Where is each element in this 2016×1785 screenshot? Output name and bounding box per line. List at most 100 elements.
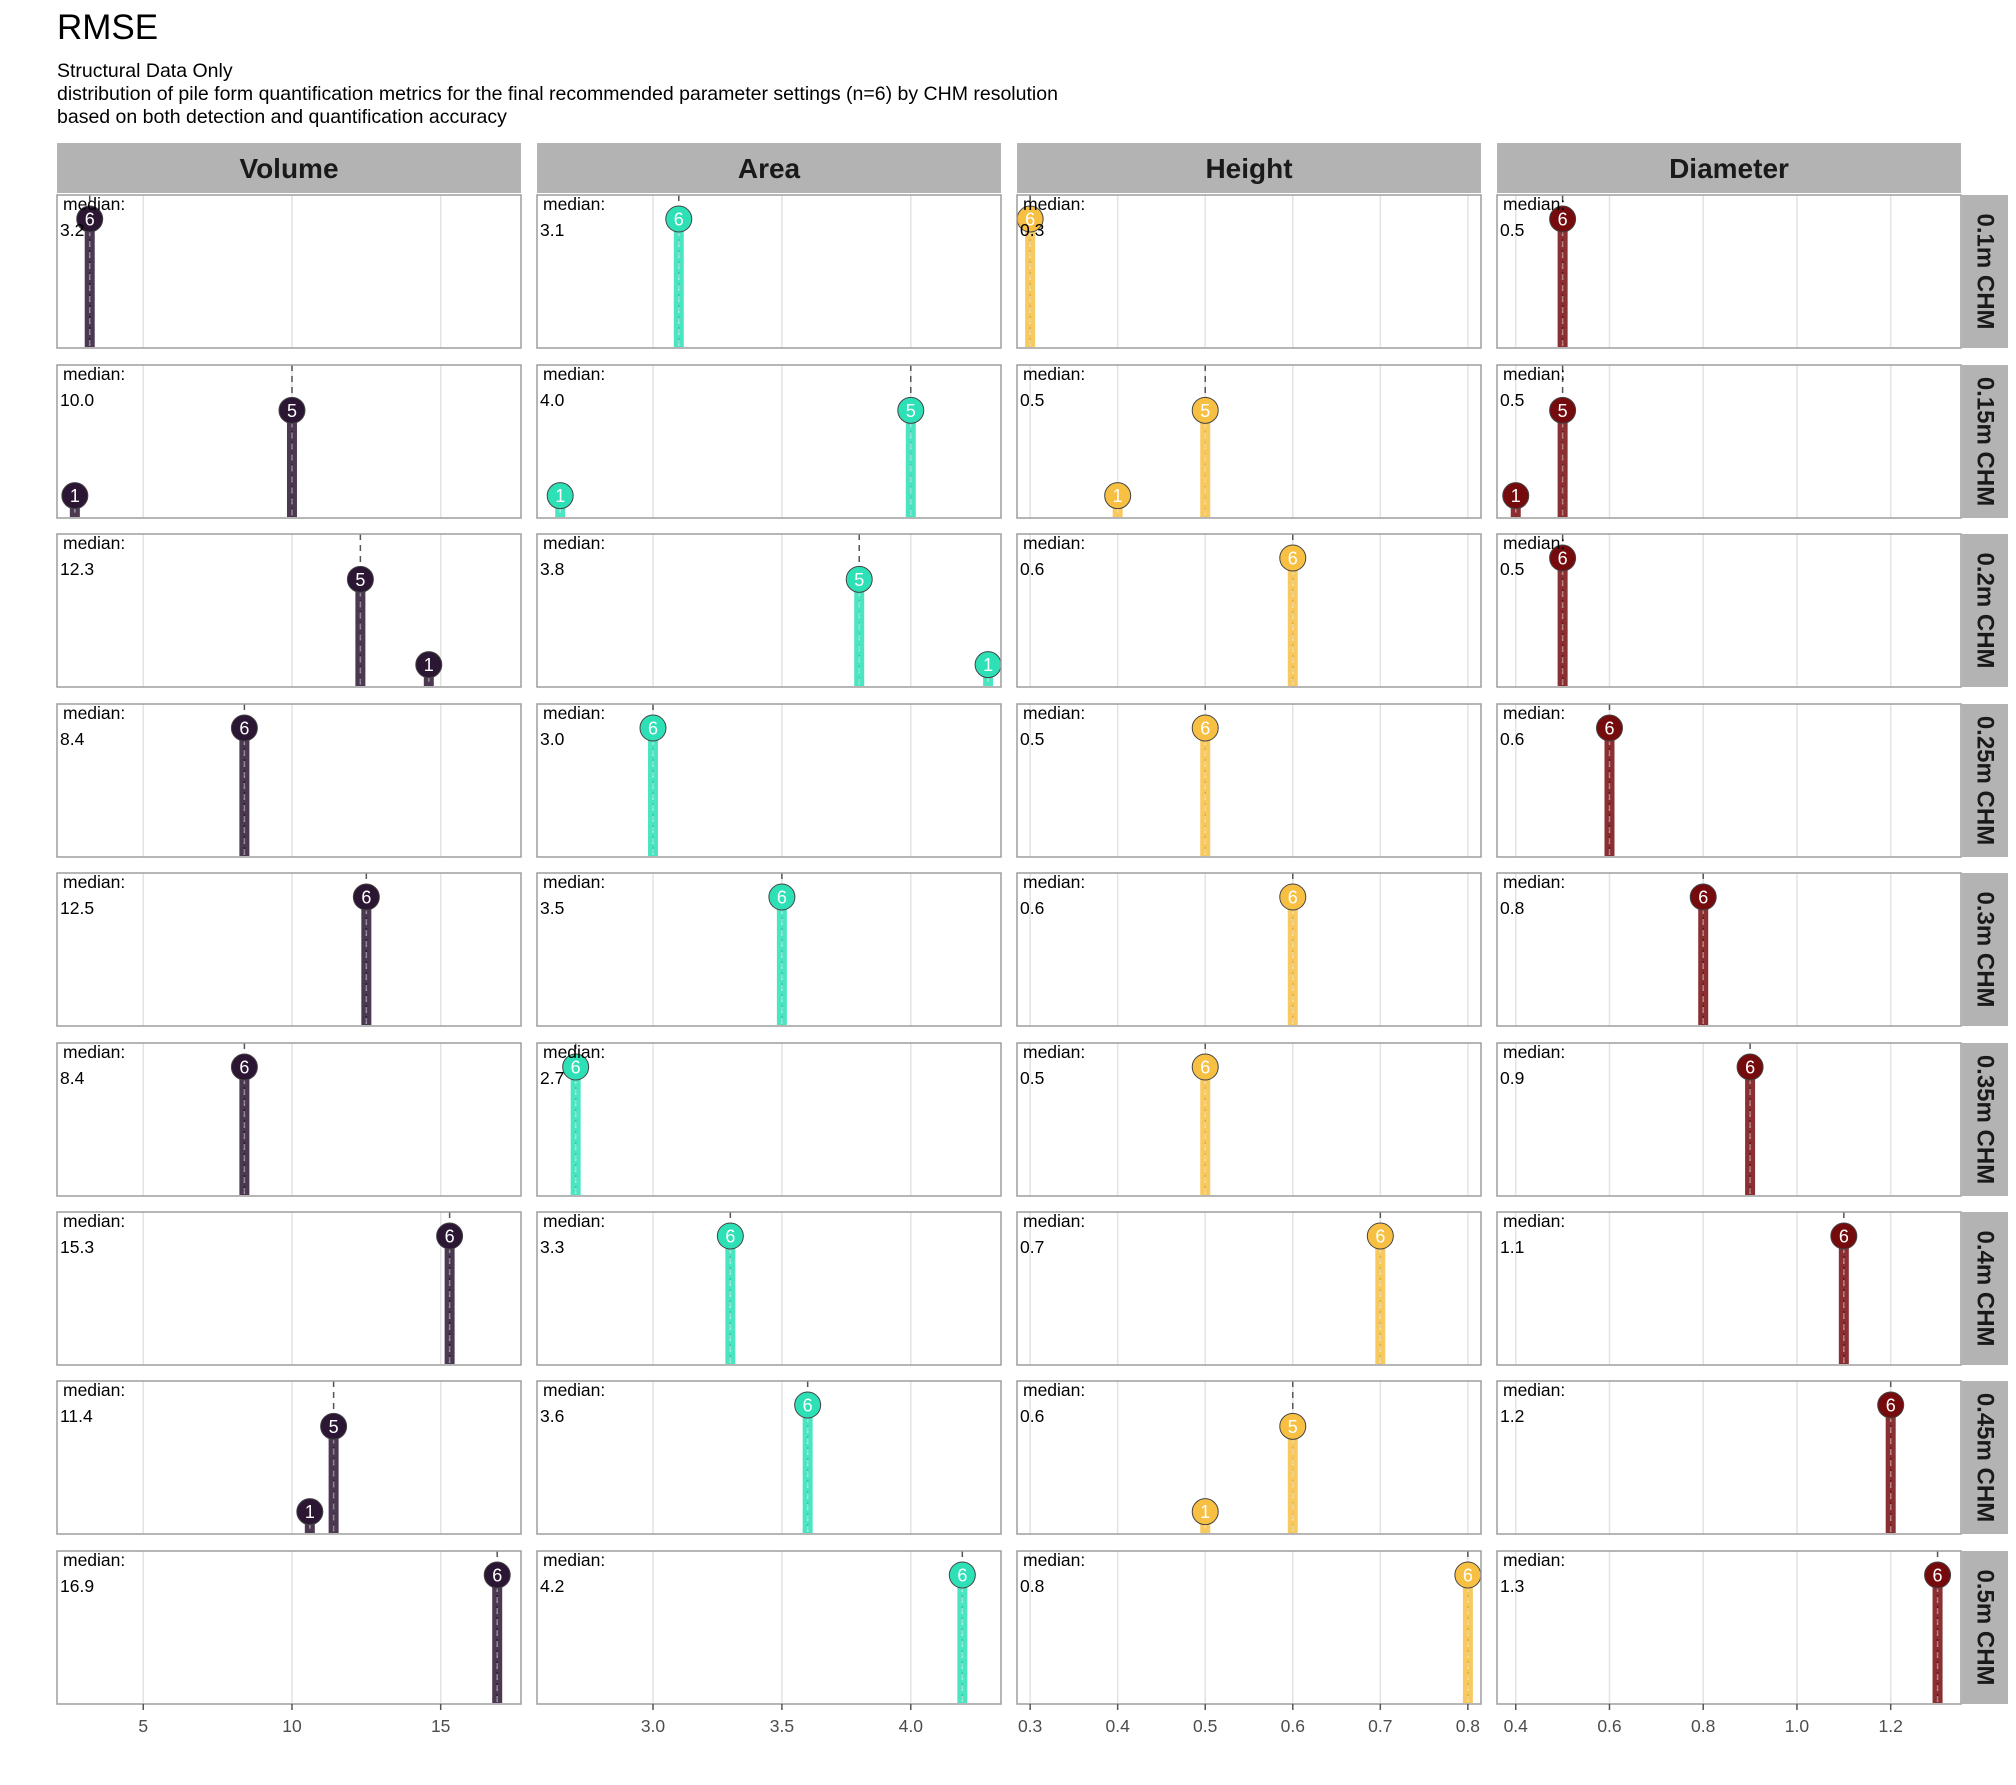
panel-border bbox=[56, 872, 522, 1027]
point-count-label: 6 bbox=[1375, 1227, 1385, 1247]
lollipop-point bbox=[483, 1561, 511, 1589]
lollipop-stem bbox=[1885, 1405, 1896, 1533]
tick-label: 0.8 bbox=[1456, 1716, 1480, 1736]
median-value: 4.2 bbox=[540, 1576, 564, 1596]
panel-border bbox=[56, 703, 522, 858]
panel-0-15m-chm-height: 1 5 median: 0.5 bbox=[1016, 364, 1482, 519]
point-count-label: 6 bbox=[777, 888, 787, 908]
point-count-label: 5 bbox=[1558, 401, 1568, 421]
point-count-label: 6 bbox=[1288, 549, 1298, 569]
x-axis-volume: 5 10 15 bbox=[138, 1704, 450, 1736]
median-value: 0.7 bbox=[1020, 1237, 1044, 1257]
x-axis-height: 0.3 0.4 0.5 0.6 0.7 0.8 bbox=[1018, 1704, 1480, 1736]
tick-label: 0.6 bbox=[1597, 1716, 1621, 1736]
lollipop-point bbox=[1689, 883, 1717, 911]
lollipop-point bbox=[768, 883, 796, 911]
median-caption: median: bbox=[1503, 872, 1565, 892]
median-value: 3.3 bbox=[540, 1237, 564, 1257]
panel-0-4m-chm-volume: 6 median: 15.3 bbox=[56, 1211, 522, 1366]
strip-label: 0.25m CHM bbox=[1972, 716, 1999, 845]
median-caption: median: bbox=[1503, 364, 1565, 384]
median-caption: median: bbox=[543, 1042, 605, 1062]
panel-border bbox=[1016, 533, 1482, 688]
panel-border bbox=[1016, 872, 1482, 1027]
lollipop-stem bbox=[328, 1426, 339, 1533]
panel-0-45m-chm-diameter: 6 median: 1.2 bbox=[1496, 1380, 1962, 1535]
point-count-label: 6 bbox=[1288, 888, 1298, 908]
median-value: 0.8 bbox=[1020, 1576, 1044, 1596]
lollipop-stem bbox=[802, 1405, 813, 1533]
median-caption: median: bbox=[1503, 1380, 1565, 1400]
strip-background bbox=[1017, 143, 1481, 193]
panel-border bbox=[1496, 703, 1962, 858]
lollipop-stem bbox=[1200, 1067, 1211, 1195]
row-strip-0-5m-chm: 0.5m CHM bbox=[1962, 1551, 2008, 1704]
lollipop-point bbox=[296, 1498, 324, 1526]
lollipop-point bbox=[948, 1561, 976, 1589]
lollipop-point bbox=[1830, 1222, 1858, 1250]
point-count-label: 1 bbox=[305, 1502, 315, 1522]
median-caption: median: bbox=[63, 872, 125, 892]
median-value: 0.5 bbox=[1500, 220, 1524, 240]
strip-label: 0.35m CHM bbox=[1972, 1055, 1999, 1184]
lollipop-point bbox=[794, 1391, 822, 1419]
panel-border bbox=[1496, 1211, 1962, 1366]
panel-border bbox=[1496, 1042, 1962, 1197]
strip-label: Area bbox=[738, 153, 801, 184]
tick-label: 0.6 bbox=[1281, 1716, 1305, 1736]
point-count-label: 1 bbox=[424, 655, 434, 675]
lollipop-point bbox=[1104, 482, 1132, 510]
point-count-label: 6 bbox=[239, 719, 249, 739]
row-strip-0-45m-chm: 0.45m CHM bbox=[1962, 1381, 2008, 1534]
lollipop-point bbox=[230, 1053, 258, 1081]
point-count-label: 6 bbox=[1839, 1227, 1849, 1247]
lollipop-point bbox=[76, 205, 104, 233]
median-caption: median: bbox=[63, 1380, 125, 1400]
point-count-label: 5 bbox=[854, 570, 864, 590]
tick-label: 1.2 bbox=[1879, 1716, 1903, 1736]
lollipop-stem bbox=[957, 1575, 968, 1703]
lollipop-stem bbox=[1932, 1575, 1943, 1703]
panel-0-3m-chm-area: 6 median: 3.5 bbox=[536, 872, 1002, 1027]
panel-border bbox=[1016, 194, 1482, 349]
strip-background bbox=[1962, 704, 2008, 857]
lollipop-point bbox=[1924, 1561, 1952, 1589]
panel-border bbox=[536, 364, 1002, 519]
panel-border bbox=[56, 1042, 522, 1197]
median-value: 0.5 bbox=[1500, 390, 1524, 410]
facet-strip-volume: Volume bbox=[57, 143, 521, 193]
median-value: 0.6 bbox=[1020, 559, 1044, 579]
lollipop-stem bbox=[1287, 558, 1298, 686]
point-count-label: 6 bbox=[1698, 888, 1708, 908]
median-caption: median: bbox=[63, 533, 125, 553]
tick-label: 5 bbox=[138, 1716, 148, 1736]
panel-0-5m-chm-height: 6 median: 0.8 bbox=[1016, 1550, 1482, 1705]
lollipop-point bbox=[230, 714, 258, 742]
median-value: 1.2 bbox=[1500, 1406, 1524, 1426]
point-count-label: 5 bbox=[1200, 401, 1210, 421]
row-strip-0-35m-chm: 0.35m CHM bbox=[1962, 1043, 2008, 1196]
median-value: 3.6 bbox=[540, 1406, 564, 1426]
panel-0-3m-chm-height: 6 median: 0.6 bbox=[1016, 872, 1482, 1027]
row-strip-0-25m-chm: 0.25m CHM bbox=[1962, 704, 2008, 857]
tick-label: 0.4 bbox=[1504, 1716, 1529, 1736]
strip-label: 0.3m CHM bbox=[1972, 891, 1999, 1007]
lollipop-stem bbox=[648, 728, 658, 856]
strip-background bbox=[57, 143, 521, 193]
tick-label: 10 bbox=[282, 1716, 302, 1736]
median-caption: median: bbox=[1023, 194, 1085, 214]
lollipop-stem bbox=[355, 579, 366, 686]
median-caption: median: bbox=[63, 703, 125, 723]
median-value: 0.6 bbox=[1020, 898, 1044, 918]
point-count-label: 6 bbox=[85, 210, 95, 230]
panel-0-2m-chm-volume: 5 1 median: 12.3 bbox=[56, 533, 522, 688]
point-count-label: 5 bbox=[906, 401, 916, 421]
lollipop-point bbox=[1191, 1498, 1219, 1526]
panel-0-25m-chm-diameter: 6 median: 0.6 bbox=[1496, 703, 1962, 858]
panel-0-5m-chm-area: 6 median: 4.2 bbox=[536, 1550, 1002, 1705]
panel-border bbox=[1016, 1042, 1482, 1197]
lollipop-stem bbox=[1604, 728, 1615, 856]
